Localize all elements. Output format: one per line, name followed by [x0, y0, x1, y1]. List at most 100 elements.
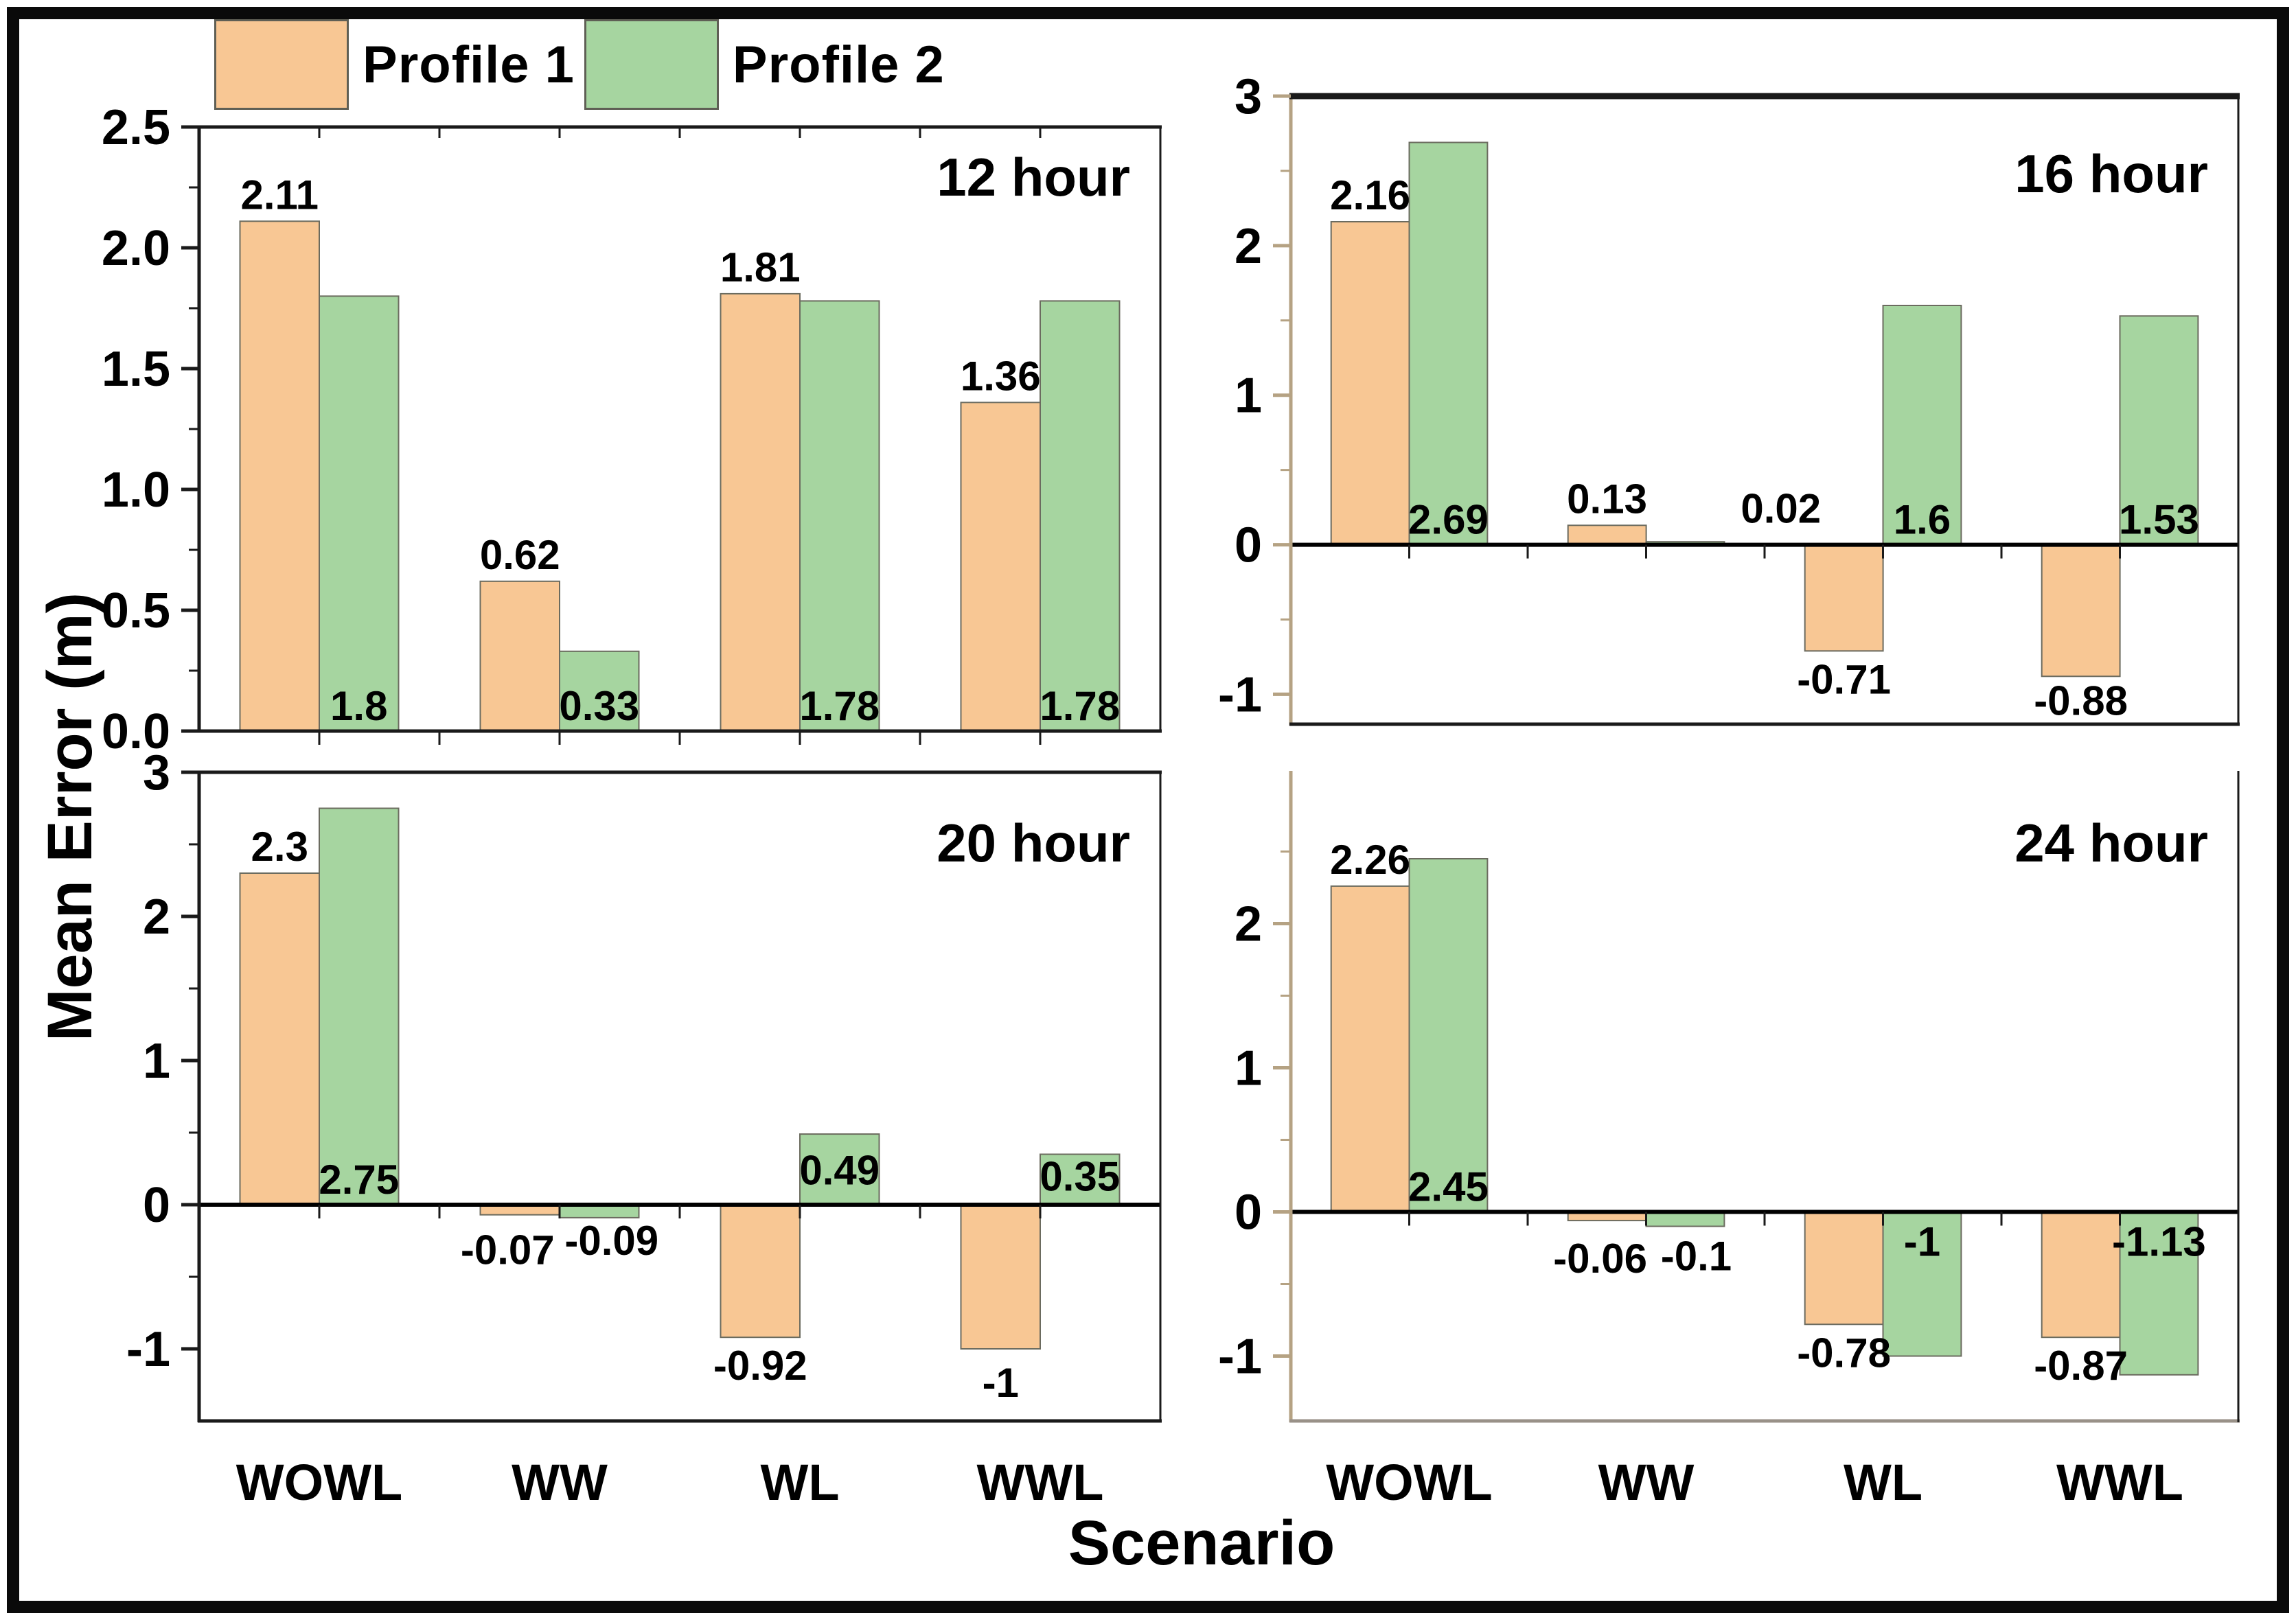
bar-profile-2-wl — [1882, 305, 1962, 546]
y-tick-label: 0 — [143, 1178, 170, 1233]
value-label-profile-1-wowl: 2.26 — [1330, 837, 1410, 883]
value-label-profile-1-ww: -0.07 — [461, 1227, 555, 1273]
y-tick-label: 1.0 — [102, 463, 170, 518]
value-label-profile-2-wl: -1 — [1904, 1219, 1940, 1265]
y-tick-label: 0 — [1235, 1185, 1262, 1240]
chart-24-hour: 2 1 0 -1 2.26 -0.06 -0.78 -0.87 2.45 -0.1 -1 -1.13 2… — [1218, 771, 2240, 1511]
bar-profile-2-wl — [1882, 1211, 1962, 1357]
bar-profile-2-wowl — [1408, 858, 1489, 1213]
y-tick-label: 1 — [1235, 1041, 1262, 1096]
legend-item-profile1: Profile 1 — [214, 19, 584, 110]
bar-profile-2-wwl — [2119, 315, 2199, 546]
y-tick-label: 1.5 — [102, 342, 170, 397]
value-label-profile-2-wl: 1.78 — [799, 683, 880, 729]
bar-profile-1-wwl — [960, 1204, 1041, 1350]
value-label-profile-2-wowl: 2.75 — [319, 1157, 399, 1203]
x-axis-title: Scenario — [1068, 1508, 1335, 1578]
bar-profile-1-wl — [1804, 544, 1884, 652]
value-label-profile-2-wowl: 1.8 — [330, 683, 387, 729]
bar-profile-2-wowl — [319, 295, 400, 732]
legend: Profile 1 Profile 2 — [214, 19, 954, 110]
value-label-profile-1-wwl: 1.36 — [961, 353, 1041, 399]
value-label-profile-1-wwl: -1 — [983, 1360, 1019, 1406]
profile2-swatch — [584, 19, 719, 110]
profile1-swatch — [214, 19, 349, 110]
value-label-profile-1-ww: 0.13 — [1567, 476, 1647, 522]
value-label-profile-2-wl: 1.6 — [1894, 497, 1951, 543]
value-label-profile-1-wl: -0.92 — [713, 1343, 807, 1389]
legend-label-profile2: Profile 2 — [732, 35, 945, 94]
x-tick-label-wowl: WOWL — [236, 1454, 402, 1511]
value-label-profile-2-wwl: 1.53 — [2119, 497, 2199, 543]
value-label-profile-2-ww: -0.09 — [564, 1218, 658, 1264]
y-tick-label: 3 — [1235, 69, 1262, 124]
bar-profile-2-wowl — [1408, 141, 1489, 546]
y-axis-title: Mean Error (m) — [35, 592, 105, 1042]
value-label-profile-2-ww: -0.1 — [1661, 1234, 1732, 1280]
value-label-profile-2-wwl: 1.78 — [1040, 683, 1120, 729]
y-tick-label: 2.0 — [102, 221, 170, 276]
y-tick-label: 1 — [1235, 369, 1262, 424]
legend-label-profile1: Profile 1 — [363, 35, 575, 94]
bar-profile-1-wwl — [960, 402, 1041, 732]
value-label-profile-1-ww: 0.62 — [480, 532, 560, 578]
y-tick-label: 2.5 — [102, 100, 170, 155]
bar-profile-1-wwl — [2041, 544, 2121, 678]
y-tick-label: 0.0 — [102, 704, 170, 759]
value-label-profile-1-ww: -0.06 — [1553, 1236, 1647, 1282]
y-tick-label: -1 — [1218, 667, 1262, 722]
x-tick-label-wowl: WOWL — [1326, 1454, 1492, 1511]
bar-profile-1-wl — [720, 1204, 801, 1339]
bar-profile-1-wowl — [1330, 221, 1410, 546]
x-tick-label-ww: WW — [1598, 1454, 1695, 1511]
bar-profile-1-wowl — [239, 220, 320, 732]
x-tick-label-wwl: WWL — [977, 1454, 1104, 1511]
value-label-profile-2-ww: 0.33 — [559, 683, 639, 729]
chart-12-hour: 2.5 2.0 1.5 1.0 0.5 0.0 2.11 0.62 1.81 1.36 1.8 0.3… — [102, 100, 1162, 759]
legend-item-profile2: Profile 2 — [584, 19, 954, 110]
x-tick-label-wl: WL — [760, 1454, 839, 1511]
bar-profile-2-wwl — [1040, 1153, 1121, 1205]
y-tick-label: 2 — [1235, 897, 1262, 952]
x-tick-label-wwl: WWL — [2056, 1454, 2183, 1511]
value-label-profile-2-wl: 0.49 — [799, 1148, 880, 1194]
value-label-profile-1-wl: -0.71 — [1797, 656, 1891, 702]
y-tick-label: 2 — [1235, 219, 1262, 274]
value-label-profile-2-wwl: 0.35 — [1040, 1153, 1120, 1199]
bar-profile-2-wl — [799, 300, 880, 732]
y-tick-label: 1 — [143, 1034, 170, 1089]
y-tick-label: 0.5 — [102, 583, 170, 638]
bar-profile-1-wowl — [1330, 885, 1410, 1213]
value-label-profile-1-wl: -0.78 — [1797, 1330, 1891, 1376]
value-label-profile-2-wowl: 2.69 — [1408, 497, 1489, 543]
y-tick-label: 3 — [143, 745, 170, 800]
bar-profile-2-wowl — [319, 807, 400, 1205]
value-label-profile-1-wwl: -0.88 — [2034, 678, 2128, 724]
chart-16-hour: 3 2 1 0 -1 2.16 0.13 -0.71 -0.88 2.69 0.02 1.6 1.53 1… — [1218, 69, 2240, 726]
subplot-title: 20 hour — [937, 813, 1130, 873]
value-label-profile-1-wl: 1.81 — [720, 244, 801, 290]
value-label-profile-1-wowl: 2.3 — [251, 824, 308, 870]
bar-profile-1-wl — [1804, 1211, 1884, 1326]
bar-profile-1-wwl — [2041, 1211, 2121, 1339]
bar-profile-1-wowl — [239, 872, 320, 1205]
x-tick-label-ww: WW — [512, 1454, 608, 1511]
subplot-title: 12 hour — [937, 147, 1130, 207]
y-tick-label: 0 — [1235, 518, 1262, 573]
value-label-profile-2-wowl: 2.45 — [1408, 1164, 1489, 1210]
value-label-profile-1-wowl: 2.16 — [1330, 172, 1410, 218]
bar-profile-1-ww — [1567, 524, 1647, 546]
y-tick-label: 2 — [143, 890, 170, 945]
subplot-title: 24 hour — [2014, 813, 2208, 873]
bar-profile-1-wl — [720, 292, 801, 732]
bar-profile-1-ww — [479, 580, 560, 732]
chart-20-hour: 3 2 1 0 -1 2.3 -0.07 -0.92 -1 2.75 -0.09 0.49 0.35 20… — [126, 745, 1162, 1511]
y-tick-label: -1 — [1218, 1330, 1262, 1385]
bar-profile-2-ww — [1645, 1211, 1725, 1227]
bar-profile-2-wwl — [2119, 1211, 2199, 1376]
bar-profile-2-wwl — [1040, 300, 1121, 732]
value-label-profile-1-wwl: -0.87 — [2034, 1343, 2128, 1389]
subplot-title: 16 hour — [2014, 143, 2208, 204]
x-tick-label-wl: WL — [1844, 1454, 1922, 1511]
